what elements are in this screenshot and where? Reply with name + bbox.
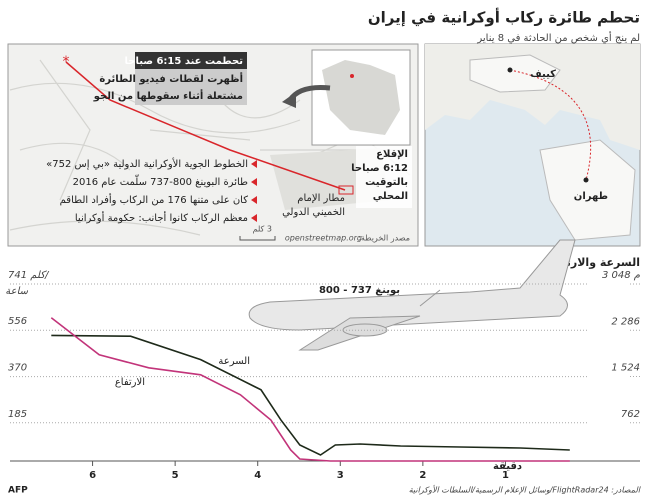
- arrow-head: [282, 92, 296, 108]
- y-tick-label: 741 كلم/: [8, 270, 50, 281]
- bullet: [251, 214, 257, 222]
- airport-name: مطار الإمام: [297, 193, 345, 204]
- takeoff: بالتوقيت: [365, 177, 408, 188]
- video-note: مشتعلة أثناء سقوطها من الجو: [93, 89, 243, 102]
- y-tick-label: 185: [8, 409, 27, 420]
- x-tick-label: 4: [254, 470, 261, 481]
- crash-marker: *: [63, 54, 70, 70]
- scale-label: 3 كلم: [253, 225, 272, 234]
- video-note: أظهرت لقطات فيديو الطائرة: [99, 72, 243, 85]
- series-label: الارتفاع: [115, 377, 145, 388]
- chart-title: السرعة والارتفاع: [547, 256, 640, 269]
- x-tick-label: 1: [502, 470, 509, 481]
- map-source: openstreetmap.org: [285, 234, 362, 243]
- crash-time: تحطمت عند 6:15 صباحا: [125, 56, 244, 67]
- takeoff: المحلي: [373, 191, 408, 202]
- subtitle: لم ينج أي شخص من الحادثة في 8 يناير: [476, 31, 640, 44]
- aircraft: [248, 239, 576, 351]
- kyiv-dot: [507, 67, 513, 73]
- x-tick-label: 5: [172, 470, 179, 481]
- flight-path: [65, 61, 346, 191]
- series-label: السرعة: [218, 356, 250, 367]
- y2-tick-label: 3 048 م: [602, 270, 641, 281]
- agency: AFP: [8, 486, 28, 496]
- bullet: [251, 160, 257, 168]
- y-tick-label: 370: [8, 363, 27, 374]
- y2-tick-label: 762: [621, 409, 640, 420]
- x-tick-label: 3: [337, 470, 344, 481]
- inset-location: [350, 74, 354, 78]
- tehran-dot: [583, 177, 589, 183]
- x-tick-label: 2: [419, 470, 426, 481]
- x-tick-label: 6: [89, 470, 96, 481]
- fact: كان على متنها 176 من الركاب وأفراد الطاق…: [60, 193, 249, 206]
- kyiv-label: كييف: [530, 69, 556, 80]
- tehran-label: طهران: [574, 191, 608, 202]
- bullet: [251, 178, 257, 186]
- title: تحطم طائرة ركاب أوكرانية في إيران: [368, 8, 640, 27]
- fact: معظم الركاب كانوا أجانب: حكومة أوكرانيا: [75, 211, 248, 224]
- y2-tick-label: 2 286: [611, 316, 640, 327]
- fact: طائرة البوينغ 800-737 سلّمت عام 2016: [73, 174, 248, 188]
- runway: [338, 185, 354, 195]
- x-label: دقيقة: [493, 461, 522, 472]
- takeoff-box: [356, 146, 412, 208]
- series-line: [51, 334, 570, 456]
- map-source-label: مصدر الخريطة:: [358, 234, 410, 243]
- series-line: [50, 317, 570, 462]
- takeoff: الإقلاع: [376, 149, 408, 160]
- aircraft-label: بوينغ 737 - 800: [319, 285, 400, 296]
- y-unit: ساعة: [5, 286, 28, 297]
- bullet: [251, 196, 257, 204]
- facts: الخطوط الجوية الأوكرانية الدولية «بي إس …: [46, 157, 257, 224]
- scale-bar: [239, 236, 276, 241]
- route: [509, 69, 592, 181]
- airport-name: الخميني الدولي: [282, 207, 345, 218]
- y2-tick-label: 1 524: [611, 363, 640, 374]
- video-box: [135, 69, 247, 105]
- y-tick-label: 556: [8, 316, 27, 327]
- crash-box: [135, 52, 247, 69]
- iran: [539, 139, 636, 241]
- source: المصادر: FlightRadar24/وسائل الإعلام الر…: [409, 485, 641, 495]
- fact: الخطوط الجوية الأوكرانية الدولية «بي إس …: [46, 157, 248, 170]
- ukraine: [469, 54, 561, 93]
- iran-shape: [322, 60, 400, 135]
- takeoff: 6:12 صباحا: [351, 163, 408, 174]
